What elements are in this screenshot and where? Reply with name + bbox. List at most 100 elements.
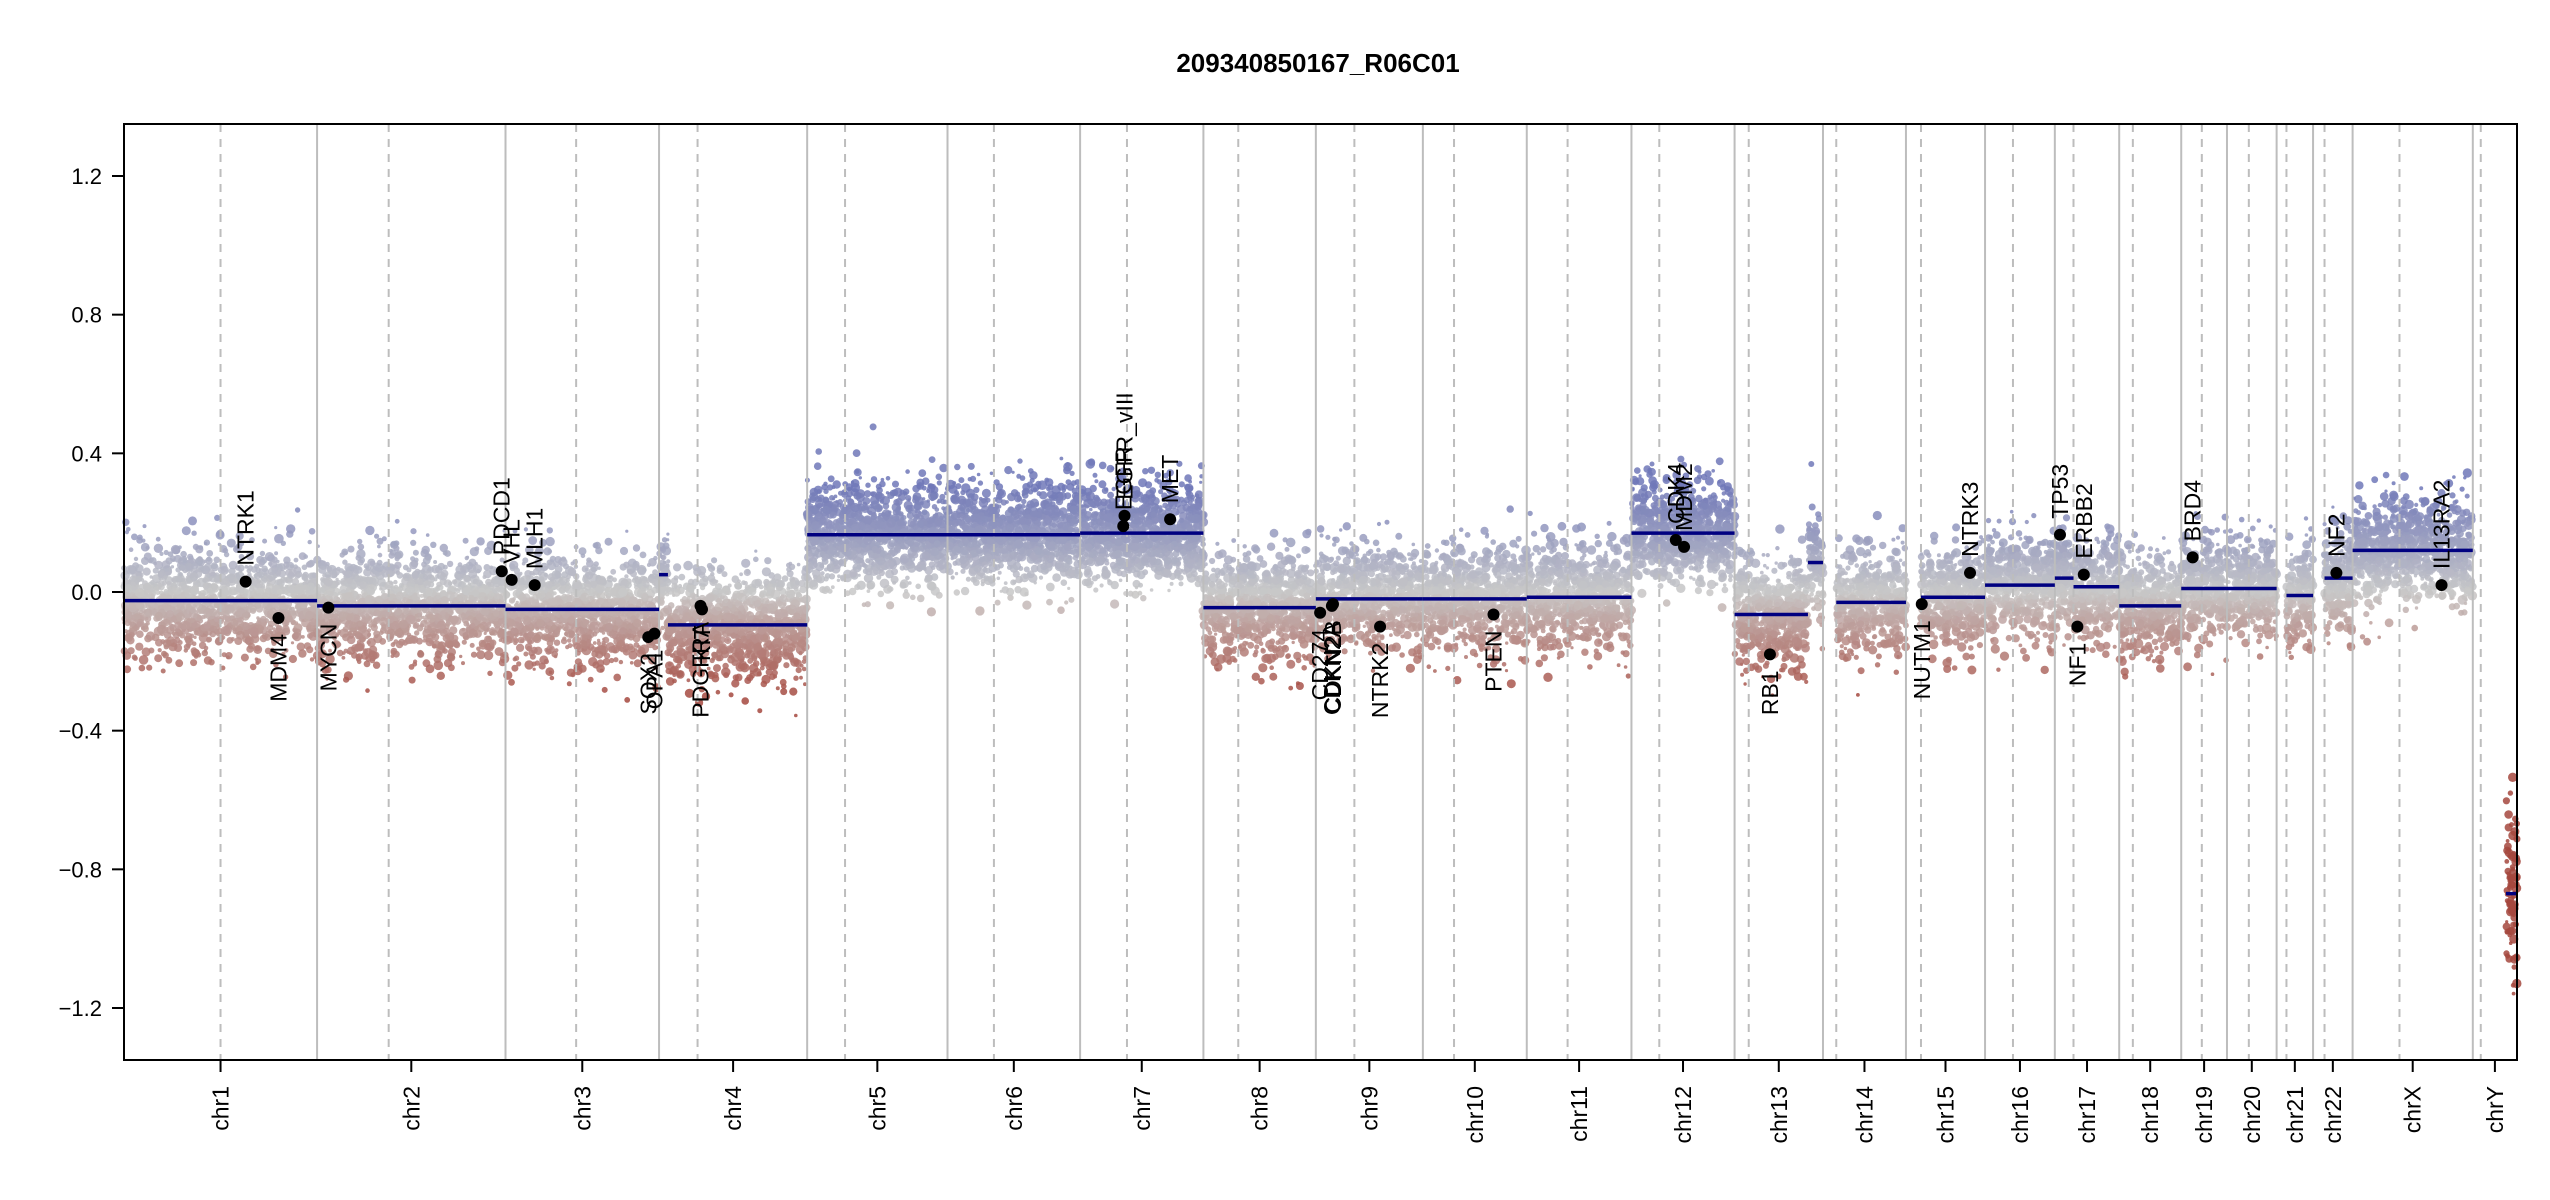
probe-point: [371, 599, 376, 603]
probe-point: [785, 633, 790, 639]
probe-point: [154, 611, 163, 620]
probe-point: [180, 550, 187, 558]
probe-point: [421, 615, 425, 620]
probe-point: [182, 621, 191, 630]
probe-point: [136, 630, 144, 638]
probe-point: [361, 617, 366, 622]
probe-point: [154, 654, 163, 663]
probe-point: [186, 643, 191, 648]
probe-point: [142, 567, 151, 576]
probe-point: [668, 648, 673, 653]
probe-point: [782, 611, 788, 618]
probe-point: [423, 625, 432, 634]
probe-point: [567, 594, 575, 602]
probe-point: [720, 650, 730, 659]
probe-point: [476, 579, 483, 587]
probe-point: [294, 603, 302, 611]
probe-point: [752, 595, 758, 601]
probe-point: [572, 581, 582, 591]
probe-point: [377, 552, 383, 558]
probe-point: [461, 661, 465, 666]
probe-point: [636, 613, 640, 618]
probe-point: [470, 622, 476, 628]
probe-point: [553, 639, 561, 646]
probe-point: [489, 565, 494, 570]
probe-point: [563, 563, 569, 570]
probe-point: [467, 615, 474, 622]
probe-point: [618, 587, 628, 597]
probe-point: [613, 673, 621, 682]
probe-point: [257, 580, 261, 584]
probe-point: [367, 632, 372, 637]
probe-point: [357, 543, 365, 551]
probe-point: [624, 697, 631, 703]
probe-point: [582, 619, 589, 626]
probe-point: [711, 557, 718, 564]
probe-point: [539, 655, 549, 665]
probe-point: [417, 612, 423, 618]
probe-point: [174, 621, 182, 630]
probe-point: [468, 594, 475, 601]
probe-point: [788, 561, 793, 566]
probe-point: [136, 537, 144, 544]
probe-point: [741, 558, 751, 568]
probe-point: [793, 659, 802, 668]
probe-point: [783, 662, 790, 669]
probe-point: [794, 713, 798, 718]
probe-point: [342, 600, 346, 604]
probe-point: [433, 660, 444, 671]
probe-point: [459, 654, 463, 659]
probe-point: [566, 681, 572, 687]
probe-point: [487, 670, 493, 676]
probe-point: [677, 583, 683, 589]
probe-point: [507, 631, 512, 636]
probe-point: [499, 653, 504, 657]
probe-point: [730, 633, 737, 639]
probe-point: [676, 645, 683, 652]
probe-point: [456, 587, 462, 592]
probe-point: [206, 556, 212, 562]
probe-point: [660, 596, 664, 601]
probe-point: [632, 563, 640, 571]
probe-point: [653, 555, 658, 561]
probe-point: [143, 608, 152, 617]
probe-point: [632, 544, 641, 552]
probe-point: [169, 623, 173, 627]
probe-point: [155, 590, 161, 595]
probe-point: [335, 577, 339, 582]
probe-point: [572, 643, 576, 647]
probe-point: [236, 611, 241, 616]
probe-point: [242, 622, 251, 631]
probe-point: [721, 571, 728, 578]
probe-point: [795, 667, 802, 674]
probe-point: [533, 634, 541, 642]
probe-point: [274, 526, 278, 530]
probe-point: [234, 587, 239, 592]
probe-point: [789, 687, 798, 696]
probe-point: [350, 621, 357, 628]
probe-point: [531, 615, 538, 623]
probe-point: [405, 634, 416, 644]
probe-point: [363, 563, 369, 569]
probe-point: [422, 570, 432, 580]
probe-point: [208, 569, 215, 576]
probe-point: [261, 565, 268, 573]
probe-point: [753, 556, 759, 563]
probe-point: [584, 567, 589, 572]
probe-point: [752, 668, 762, 677]
probe-point: [432, 614, 436, 619]
probe-point: [669, 627, 677, 634]
probe-point: [885, 476, 891, 481]
probe-point: [646, 563, 651, 567]
probe-point: [673, 575, 679, 581]
probe-point: [293, 557, 299, 563]
probe-point: [183, 636, 189, 641]
probe-point: [249, 537, 255, 543]
probe-point: [339, 552, 345, 558]
probe-point: [308, 528, 316, 535]
probe-point: [198, 545, 204, 550]
probe-point: [357, 538, 363, 545]
probe-point: [493, 592, 501, 600]
probe-point: [667, 640, 673, 645]
probe-point: [145, 621, 150, 626]
